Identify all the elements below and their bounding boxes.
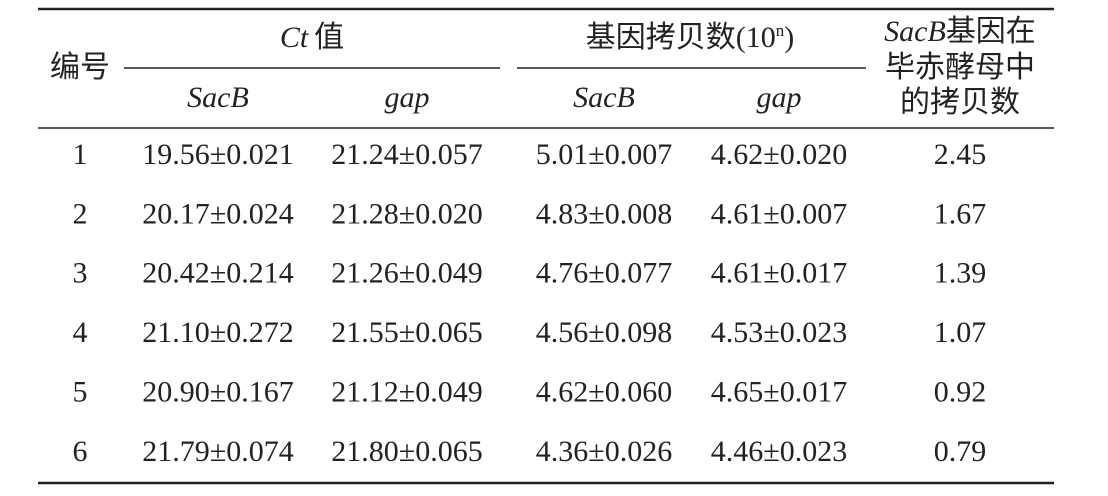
cell-ct-gap: 21.28±0.020 <box>331 197 482 230</box>
cell-ratio: 1.39 <box>934 257 987 290</box>
cell-copies-gap: 4.61±0.017 <box>711 257 847 290</box>
header-id: 编号 <box>50 51 110 84</box>
cell-ct-sacb: 19.56±0.021 <box>142 138 293 171</box>
cell-copies-sacb: 4.62±0.060 <box>536 375 672 408</box>
header-ct: Ct 值 <box>280 21 344 54</box>
cell-copies-gap: 4.65±0.017 <box>711 375 847 408</box>
cell-copies-sacb: 4.83±0.008 <box>536 197 672 230</box>
cell-ratio: 1.07 <box>934 316 987 349</box>
cell-copies-gap: 4.53±0.023 <box>711 316 847 349</box>
cell-ratio: 0.79 <box>934 435 987 468</box>
header-ratio-line2: 毕赤酵母中 <box>885 51 1035 84</box>
cell-ct-gap: 21.55±0.065 <box>331 316 482 349</box>
cell-ct-sacb: 20.42±0.214 <box>142 257 293 290</box>
header-ratio-italic: SacB <box>884 15 946 48</box>
header-ratio-line1: SacB基因在 <box>884 15 1036 48</box>
cell-id: 1 <box>73 138 88 171</box>
cell-ct-gap: 21.24±0.057 <box>331 138 482 171</box>
cell-id: 2 <box>73 197 88 230</box>
header-ratio-line3: 的拷贝数 <box>900 86 1020 119</box>
cell-ratio: 1.67 <box>934 197 987 230</box>
cell-copies-sacb: 4.36±0.026 <box>536 435 672 468</box>
cell-copies-gap: 4.46±0.023 <box>711 435 847 468</box>
cell-ratio: 0.92 <box>934 375 987 408</box>
cell-ct-gap: 21.80±0.065 <box>331 435 482 468</box>
cell-ct-sacb: 20.90±0.167 <box>142 375 293 408</box>
cell-copies-sacb: 4.56±0.098 <box>536 316 672 349</box>
cell-id: 4 <box>73 316 88 349</box>
cell-id: 3 <box>73 257 88 290</box>
cell-ratio: 2.45 <box>934 138 987 171</box>
subheader: SacB <box>187 81 249 114</box>
header-ct-text: 值 <box>314 21 344 54</box>
cell-id: 6 <box>73 435 88 468</box>
cell-ct-sacb: 20.17±0.024 <box>142 197 293 230</box>
subheader: gap <box>385 81 430 114</box>
cell-id: 5 <box>73 375 88 408</box>
header-copies-sup: n <box>776 21 785 40</box>
cell-ct-sacb: 21.79±0.074 <box>142 435 293 468</box>
cell-ct-gap: 21.12±0.049 <box>331 375 482 408</box>
subheader: SacB <box>573 81 635 114</box>
cell-copies-gap: 4.61±0.007 <box>711 197 847 230</box>
header-ratio-text: 基因在 <box>946 15 1036 48</box>
header-copies-end: ) <box>784 21 794 54</box>
header-copies: 基因拷贝数(10n) <box>586 21 795 54</box>
cell-ct-gap: 21.26±0.049 <box>331 257 482 290</box>
header-ct-italic: Ct <box>280 21 309 54</box>
subheader: gap <box>757 81 802 114</box>
cell-copies-sacb: 5.01±0.007 <box>536 138 672 171</box>
cell-copies-sacb: 4.76±0.077 <box>536 257 672 290</box>
header-copies-text: 基因拷贝数(10 <box>586 21 776 54</box>
cell-ct-sacb: 21.10±0.272 <box>142 316 293 349</box>
cell-copies-gap: 4.62±0.020 <box>711 138 847 171</box>
